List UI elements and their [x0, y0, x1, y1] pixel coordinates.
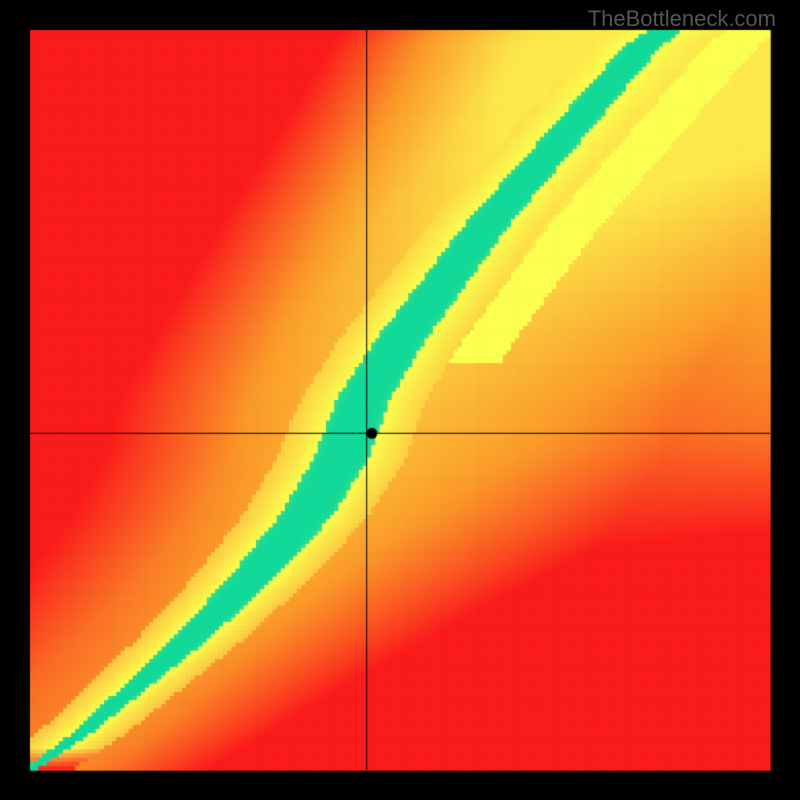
- chart-container: TheBottleneck.com: [0, 0, 800, 800]
- heatmap-canvas: [0, 0, 800, 800]
